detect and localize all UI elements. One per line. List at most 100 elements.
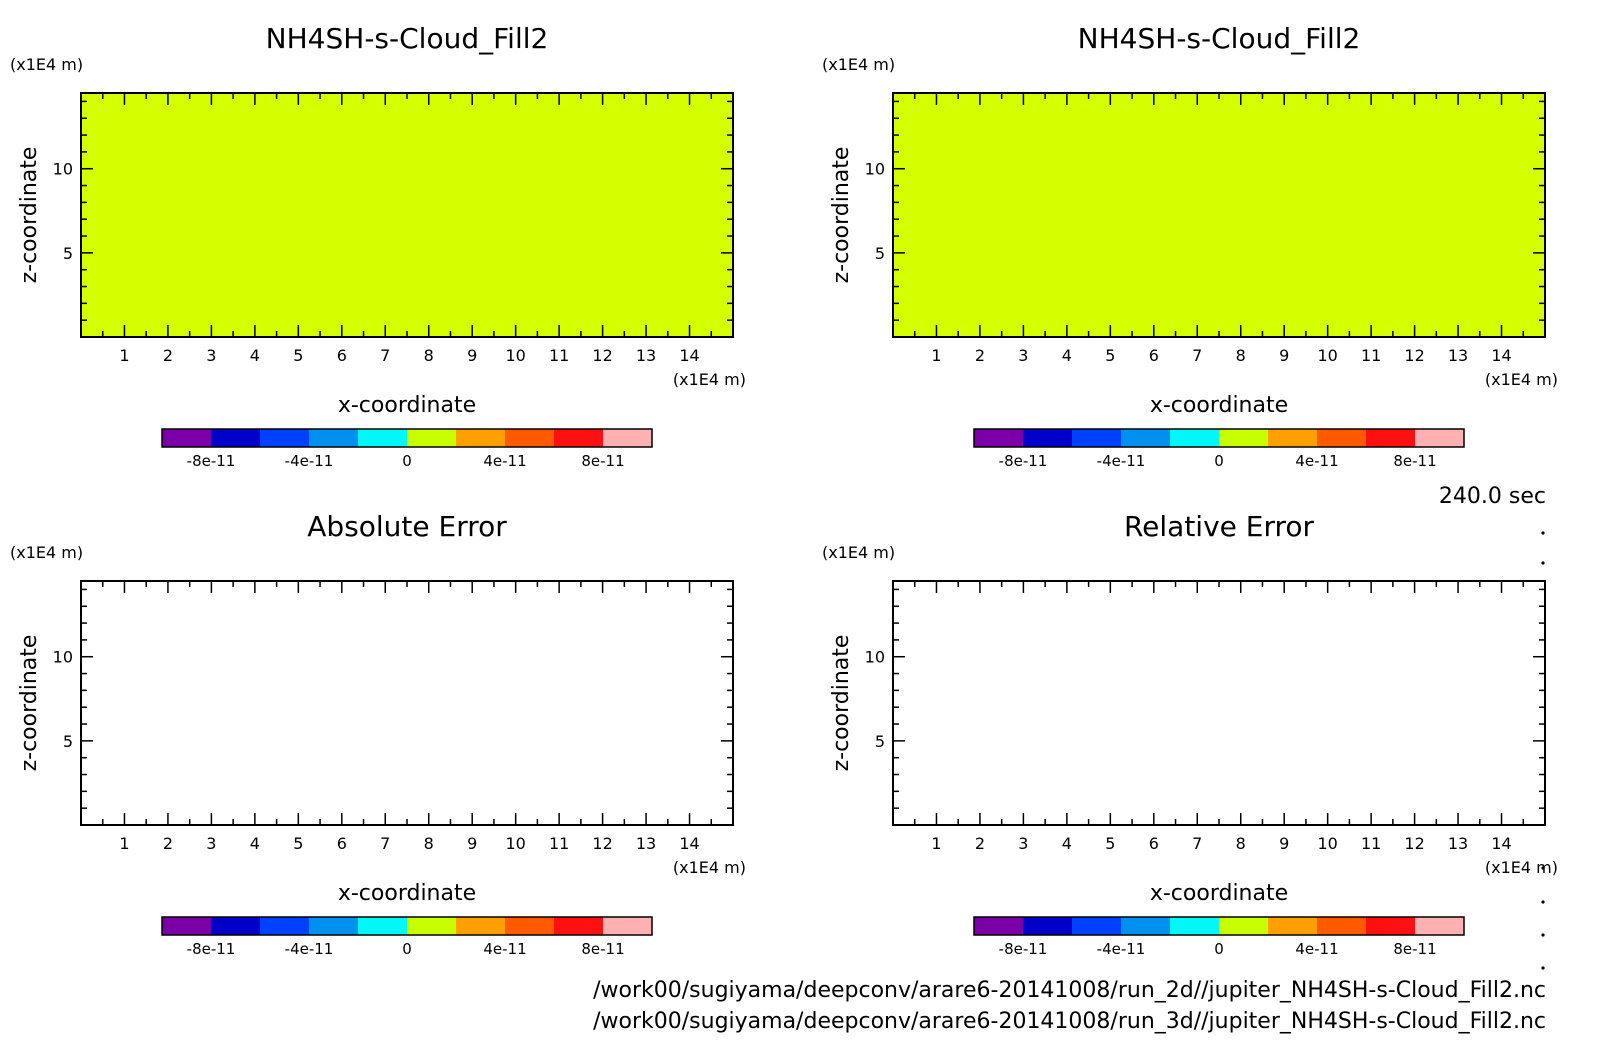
chart-panel-2: NH4SH-s-Cloud_Fill2(x1E4 m)1 2 3 4 5 6 7 8 9 10 11… — [822, 22, 1558, 470]
x-tick-label: 7 — [1192, 834, 1202, 853]
y-unit-label: (x1E4 m) — [10, 55, 83, 74]
colorbar-segment — [1121, 917, 1170, 935]
x-tick-label: 11 — [1361, 834, 1381, 853]
x-tick-label: 13 — [636, 834, 656, 853]
colorbar-segment — [603, 917, 652, 935]
x-unit-label: (x1E4 m) — [1485, 370, 1558, 389]
dot-marker — [1541, 900, 1545, 904]
file-path-3d: /work00/sugiyama/deepconv/arare6-2014100… — [593, 1009, 1546, 1034]
colorbar-tick-label: 0 — [402, 452, 412, 470]
colorbar-tick-label: -8e-11 — [187, 452, 236, 470]
colorbar-segment — [1268, 429, 1317, 447]
x-tick-label: 8 — [1236, 834, 1246, 853]
colorbar-tick-label: -4e-11 — [1097, 452, 1146, 470]
time-label: 240.0 sec — [1439, 484, 1546, 509]
y-tick-label: 10 — [53, 648, 73, 667]
y-unit-label: (x1E4 m) — [822, 55, 895, 74]
x-tick-label: 11 — [549, 346, 569, 365]
colorbar-segment — [1415, 917, 1464, 935]
plot-frame — [80, 92, 734, 338]
colorbar-tick-label: 0 — [1214, 940, 1224, 958]
colorbar-tick-label: 4e-11 — [1295, 452, 1338, 470]
colorbar-frame — [161, 428, 653, 448]
x-tick-label: 13 — [636, 346, 656, 365]
x-tick-label: 5 — [293, 834, 303, 853]
scatter-dots — [1541, 531, 1545, 970]
colorbar-segment — [1170, 917, 1219, 935]
x-tick-label: 12 — [1404, 834, 1424, 853]
x-tick-label: 3 — [1018, 834, 1028, 853]
x-unit-label: (x1E4 m) — [673, 370, 746, 389]
colorbar-segment — [309, 917, 358, 935]
colorbar-tick-label: 8e-11 — [581, 452, 624, 470]
x-tick-label: 13 — [1448, 346, 1468, 365]
x-tick-label: 14 — [1491, 346, 1511, 365]
x-tick-label: 13 — [1448, 834, 1468, 853]
x-tick-label: 14 — [679, 346, 699, 365]
colorbar-frame — [973, 916, 1465, 936]
colorbar-segment — [211, 429, 260, 447]
colorbar-segment — [1072, 917, 1121, 935]
y-unit-label: (x1E4 m) — [10, 543, 83, 562]
y-tick-label: 5 — [875, 244, 885, 263]
chart-title: Absolute Error — [307, 510, 507, 543]
colorbar-segment — [974, 429, 1023, 447]
y-tick-label: 10 — [865, 648, 885, 667]
colorbar-segment — [505, 917, 554, 935]
y-axis-label: z-coordinate — [17, 635, 42, 772]
x-tick-label: 12 — [592, 834, 612, 853]
x-tick-label: 3 — [206, 834, 216, 853]
x-unit-label: (x1E4 m) — [673, 858, 746, 877]
empty-field — [81, 581, 733, 825]
panels-group: NH4SH-s-Cloud_Fill2(x1E4 m)1 2 3 4 5 6 7 8 9 10 11… — [10, 22, 1558, 958]
x-tick-label: 10 — [1317, 834, 1337, 853]
dot-marker — [1541, 866, 1545, 870]
chart-panel-4: Relative Error(x1E4 m)1 2 3 4 5 6 7 8 9 10 11 12 13 1… — [822, 510, 1558, 958]
colorbar-tick-label: 0 — [1214, 452, 1224, 470]
x-tick-label: 7 — [380, 346, 390, 365]
x-tick-label: 11 — [549, 834, 569, 853]
colorbar-segment — [505, 429, 554, 447]
x-tick-label: 12 — [1404, 346, 1424, 365]
y-axis-label: z-coordinate — [829, 147, 854, 284]
chart-title: NH4SH-s-Cloud_Fill2 — [1078, 22, 1361, 55]
chart-title: NH4SH-s-Cloud_Fill2 — [266, 22, 549, 55]
colorbar-tick-label: -4e-11 — [1097, 940, 1146, 958]
colorbar-segment — [260, 917, 309, 935]
colorbar-tick-label: -4e-11 — [285, 452, 334, 470]
colorbar-segment — [1072, 429, 1121, 447]
x-unit-label: (x1E4 m) — [1485, 858, 1558, 877]
x-tick-label: 5 — [1105, 346, 1115, 365]
dot-marker — [1541, 531, 1545, 535]
x-tick-label: 14 — [1491, 834, 1511, 853]
x-tick-label: 12 — [592, 346, 612, 365]
colorbar-segment — [1317, 429, 1366, 447]
x-tick-label: 3 — [206, 346, 216, 365]
colorbar-segment — [1023, 429, 1072, 447]
dot-marker — [1541, 933, 1545, 937]
colorbar-segment — [554, 917, 603, 935]
x-tick-label: 9 — [467, 834, 477, 853]
plot-frame — [80, 580, 734, 826]
colorbar-frame — [973, 428, 1465, 448]
x-tick-label: 9 — [467, 346, 477, 365]
dot-marker — [1541, 966, 1545, 970]
x-axis-label: x-coordinate — [1150, 393, 1288, 418]
x-tick-label: 2 — [163, 834, 173, 853]
colorbar-segment — [407, 429, 456, 447]
x-tick-label: 5 — [293, 346, 303, 365]
plot-frame — [892, 580, 1546, 826]
x-tick-label: 4 — [250, 834, 260, 853]
x-tick-label: 2 — [975, 346, 985, 365]
heatmap-field — [893, 93, 1545, 337]
colorbar-tick-label: 8e-11 — [1393, 452, 1436, 470]
y-tick-label: 5 — [63, 244, 73, 263]
colorbar-segment — [211, 917, 260, 935]
colorbar-segment — [974, 917, 1023, 935]
x-tick-label: 4 — [1062, 346, 1072, 365]
x-tick-label: 9 — [1279, 346, 1289, 365]
x-tick-label: 8 — [1236, 346, 1246, 365]
file-path-2d: /work00/sugiyama/deepconv/arare6-2014100… — [593, 978, 1546, 1003]
y-axis-label: z-coordinate — [17, 147, 42, 284]
